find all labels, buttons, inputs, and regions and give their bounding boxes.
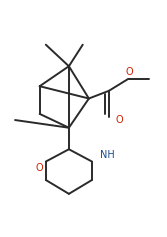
Text: O: O (116, 115, 123, 125)
Text: O: O (125, 67, 133, 77)
Text: O: O (36, 163, 43, 173)
Text: NH: NH (100, 150, 114, 160)
